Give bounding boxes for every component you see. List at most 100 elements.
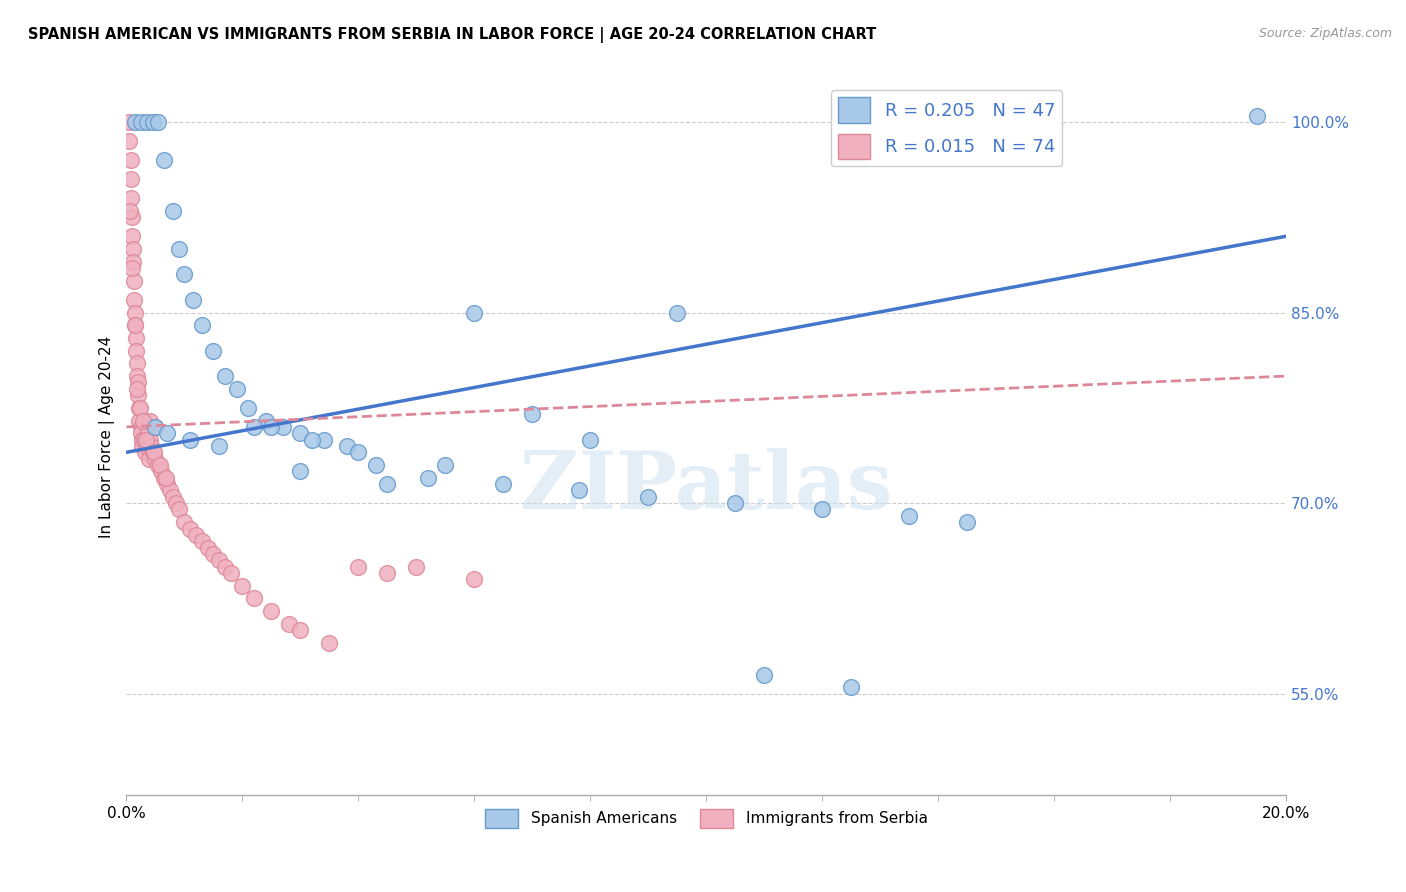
Point [131,433,153,447]
Point [811,502,834,516]
Point [118,203,141,218]
Point [124,318,146,333]
Point [754,667,776,681]
Point [336,439,359,453]
Point [122,242,145,256]
Point [118,134,141,148]
Point [128,413,150,427]
Point [134,445,156,459]
Point [122,254,145,268]
Point [290,464,312,478]
Point [238,401,260,415]
Point [181,293,204,307]
Point [125,369,148,384]
Point [162,203,184,218]
Point [143,445,166,459]
Point [377,566,399,580]
Point [1246,109,1268,123]
Point [260,420,283,434]
Point [956,515,979,529]
Point [666,305,689,319]
Point [301,433,323,447]
Point [173,268,195,282]
Point [132,433,155,447]
Point [243,420,266,434]
Point [347,559,370,574]
Point [124,115,146,129]
Point [138,413,160,427]
Point [637,490,659,504]
Point [219,566,242,580]
Point [214,559,236,574]
Point [202,547,225,561]
Point [416,471,439,485]
Point [364,458,387,472]
Point [145,420,167,434]
Point [150,464,173,478]
Point [122,274,145,288]
Point [271,420,294,434]
Point [127,376,149,390]
Point [162,490,184,504]
Point [231,579,253,593]
Point [129,115,152,129]
Point [277,616,299,631]
Point [124,318,146,333]
Point [214,369,236,384]
Legend: Spanish Americans, Immigrants from Serbia: Spanish Americans, Immigrants from Serbi… [479,803,934,834]
Point [125,356,148,370]
Point [139,439,162,453]
Point [145,451,167,466]
Point [148,115,170,129]
Point [142,445,165,459]
Point [135,433,157,447]
Point [167,242,190,256]
Point [898,508,921,523]
Point [463,573,485,587]
Point [522,407,544,421]
Point [191,534,214,549]
Point [138,451,160,466]
Point [121,261,143,276]
Point [131,413,153,427]
Point [225,382,247,396]
Point [124,305,146,319]
Point [173,515,195,529]
Text: Source: ZipAtlas.com: Source: ZipAtlas.com [1258,27,1392,40]
Point [312,433,335,447]
Point [260,604,283,618]
Point [120,172,142,186]
Point [318,636,340,650]
Point [405,559,427,574]
Point [568,483,591,498]
Point [129,401,152,415]
Point [463,305,485,319]
Point [290,426,312,441]
Point [135,439,157,453]
Point [129,426,152,441]
Point [142,115,165,129]
Point [132,413,155,427]
Point [434,458,457,472]
Y-axis label: In Labor Force | Age 20-24: In Labor Force | Age 20-24 [100,335,115,538]
Point [135,420,157,434]
Point [492,477,515,491]
Point [724,496,747,510]
Point [125,343,148,358]
Point [127,382,149,396]
Point [165,496,187,510]
Point [149,458,172,472]
Point [118,115,141,129]
Point [208,553,231,567]
Point [159,483,181,498]
Point [156,477,179,491]
Point [179,433,201,447]
Point [290,624,312,638]
Point [138,433,160,447]
Point [120,191,142,205]
Text: ZIPatlas: ZIPatlas [520,448,893,525]
Point [131,439,153,453]
Point [121,229,143,244]
Point [155,471,177,485]
Point [145,420,167,434]
